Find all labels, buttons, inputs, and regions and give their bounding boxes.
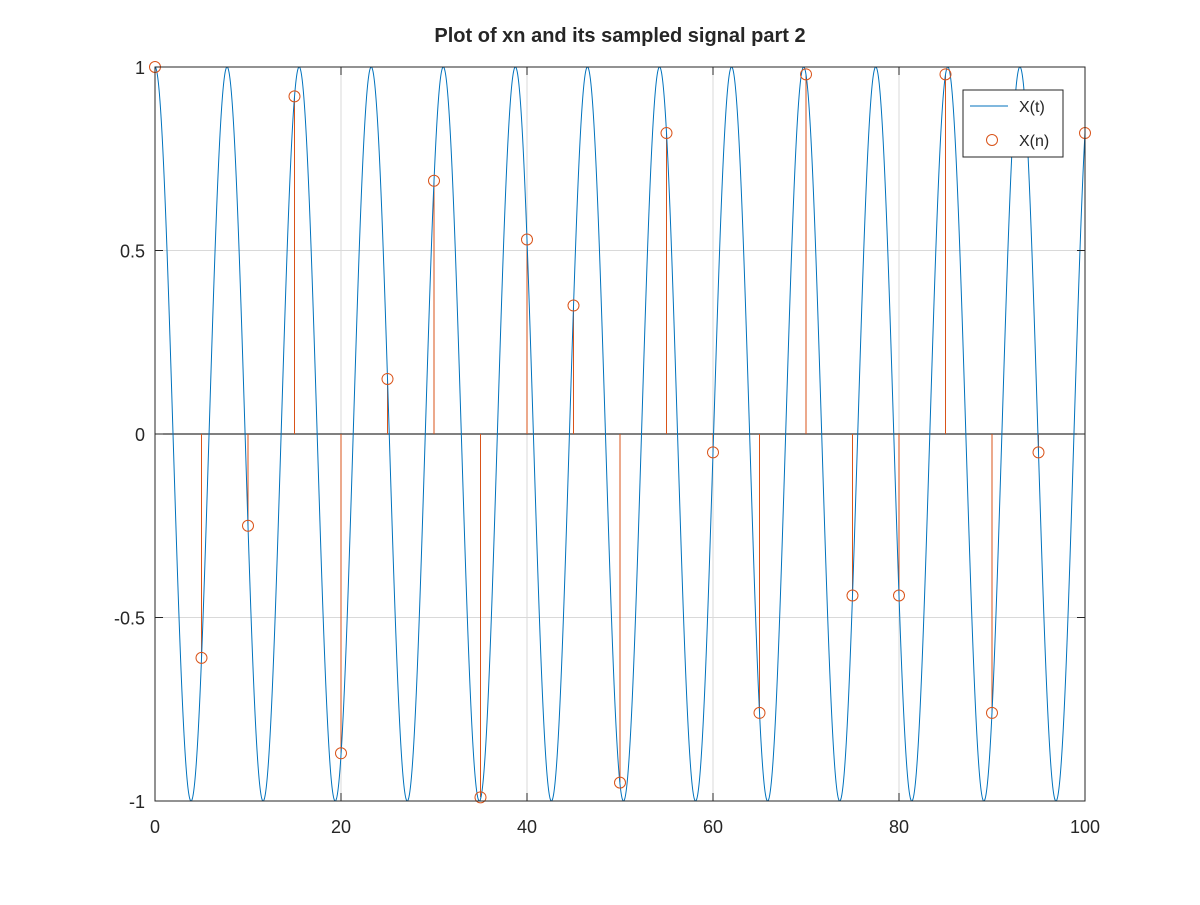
stem-lines — [154, 67, 1086, 798]
tick-labels: 0 20 40 60 80 100 -1 -0.5 0 0.5 1 — [114, 58, 1100, 837]
chart-title: Plot of xn and its sampled signal part 2 — [434, 25, 805, 47]
sample-marker — [428, 174, 440, 187]
sample-marker — [195, 651, 208, 664]
y-tick-label: 0 — [135, 425, 145, 445]
plot-axes — [154, 66, 1086, 802]
sample-marker — [660, 127, 673, 140]
sample-marker — [939, 68, 952, 81]
sample-marker — [242, 519, 254, 532]
sample-marker — [893, 589, 905, 602]
x-tick-label: 0 — [150, 817, 160, 837]
sample-marker — [753, 706, 766, 719]
sample-marker — [707, 446, 719, 459]
x-tick-label: 100 — [1070, 817, 1100, 837]
y-tick-label: -0.5 — [114, 609, 145, 629]
legend-marker-swatch — [986, 134, 998, 146]
y-tick-label: -1 — [129, 792, 145, 812]
sample-marker — [986, 706, 998, 719]
legend-label-sampled: X(n) — [1019, 133, 1049, 150]
legend-label-continuous: X(t) — [1019, 99, 1045, 116]
sample-marker — [846, 589, 859, 602]
sample-marker — [800, 68, 812, 81]
sample-marker — [521, 233, 533, 246]
sample-marker — [614, 776, 626, 789]
sample-marker — [474, 791, 487, 804]
legend: X(t) X(n) — [962, 89, 1064, 158]
continuous-curve — [154, 66, 1086, 802]
x-tick-label: 60 — [703, 817, 723, 837]
x-tick-label: 40 — [517, 817, 537, 837]
sample-marker — [381, 372, 394, 385]
continuous-signal — [154, 66, 1086, 802]
sample-marker — [1032, 446, 1045, 459]
sample-marker — [288, 90, 301, 103]
sample-marker — [567, 299, 580, 312]
y-tick-label: 0.5 — [120, 242, 145, 262]
x-tick-label: 20 — [331, 817, 351, 837]
x-tick-label: 80 — [889, 817, 909, 837]
sample-marker — [335, 747, 347, 760]
legend-box — [962, 89, 1064, 158]
y-tick-label: 1 — [135, 58, 145, 78]
